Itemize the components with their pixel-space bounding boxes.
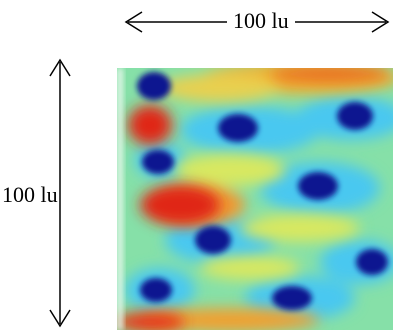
inflow-edge (117, 68, 123, 330)
height-dimension-arrow (49, 58, 71, 328)
height-label: 100 lu (2, 180, 58, 210)
width-label: 100 lu (227, 10, 295, 32)
simulation-field (117, 68, 393, 330)
hot-regions (117, 68, 390, 330)
vortex-cores (137, 72, 388, 310)
